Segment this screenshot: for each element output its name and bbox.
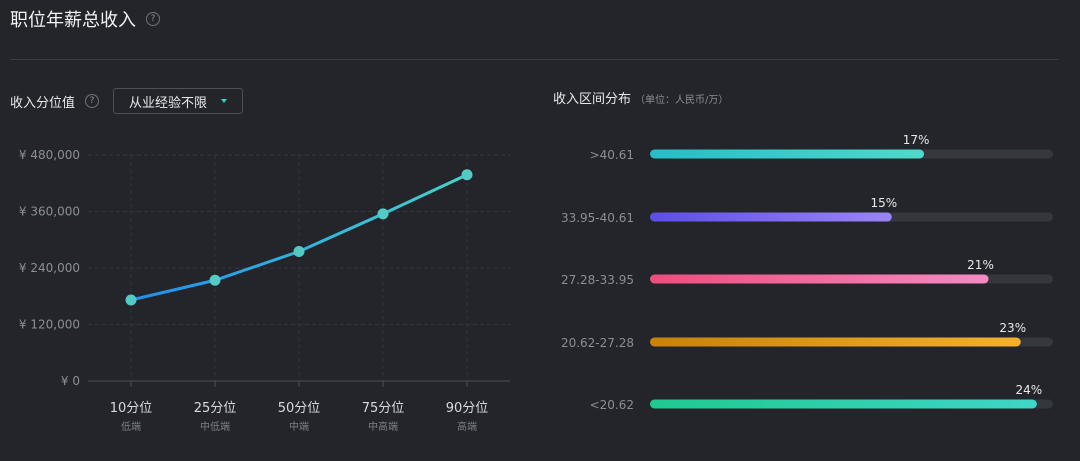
range-label: <20.62 [590, 398, 634, 412]
range-label: 20.62-27.28 [561, 336, 634, 350]
x-category-sublabel: 中高端 [368, 420, 398, 433]
caret-down-icon [221, 99, 228, 103]
x-category-label: 10分位 [110, 401, 153, 416]
distribution-bar[interactable] [650, 337, 1021, 347]
data-point[interactable] [293, 246, 305, 258]
percentile-header: 收入分位值 ? 从业经验不限 [10, 88, 244, 114]
income-distribution-chart: >40.61 17% 33.95-40.61 15% 27.28-33.95 21% 20.… [561, 133, 1053, 412]
page-title-text: 职位年薪总收入 [10, 10, 136, 31]
experience-select[interactable]: 从业经验不限 [113, 88, 244, 114]
range-label: 33.95-40.61 [561, 211, 634, 225]
x-category-sublabel: 低端 [121, 420, 141, 433]
y-tick-label: ¥ 120,000 [19, 318, 80, 332]
distribution-title: 收入区间分布 [553, 92, 632, 107]
help-icon[interactable]: ? [85, 94, 100, 108]
bar-percent-label: 17% [903, 133, 930, 147]
bar-percent-label: 24% [1016, 383, 1043, 397]
data-point[interactable] [125, 294, 137, 306]
bar-percent-label: 15% [870, 196, 897, 210]
x-category-sublabel: 高端 [457, 420, 477, 433]
y-tick-label: ¥ 240,000 [19, 261, 80, 275]
x-category-label: 90分位 [446, 401, 489, 416]
x-category-label: 75分位 [362, 401, 405, 416]
data-point[interactable] [461, 169, 473, 181]
y-tick-label: ¥ 480,000 [19, 148, 80, 162]
x-category-label: 25分位 [194, 401, 237, 416]
bar-percent-label: 23% [999, 321, 1026, 335]
data-point[interactable] [377, 208, 389, 220]
data-point[interactable] [209, 274, 221, 286]
bar-percent-label: 21% [967, 258, 994, 272]
x-category-sublabel: 中低端 [200, 420, 230, 433]
range-label: >40.61 [590, 148, 634, 162]
y-tick-label: ¥ 0 [61, 374, 80, 388]
percentile-line-chart: ¥ 0 ¥ 120,000 ¥ 240,000 ¥ 360,000 ¥ 480,000 1… [19, 148, 510, 433]
distribution-bar[interactable] [650, 212, 892, 222]
header-divider [10, 59, 1058, 60]
percentile-title: 收入分位值 [10, 95, 76, 111]
range-label: 27.28-33.95 [561, 273, 634, 287]
help-icon[interactable]: ? [146, 12, 160, 26]
distribution-unit: （单位：人民币/万） [635, 95, 729, 106]
distribution-bar[interactable] [650, 149, 925, 159]
x-category-label: 50分位 [278, 401, 321, 416]
x-category-sublabel: 中端 [289, 420, 309, 433]
y-tick-label: ¥ 360,000 [19, 205, 80, 219]
experience-select-value: 从业经验不限 [129, 95, 208, 111]
distribution-bar[interactable] [650, 274, 989, 284]
distribution-header: 收入区间分布 （单位：人民币/万） [553, 88, 728, 107]
page-title: 职位年薪总收入 ? [10, 6, 160, 32]
distribution-bar[interactable] [650, 399, 1037, 409]
